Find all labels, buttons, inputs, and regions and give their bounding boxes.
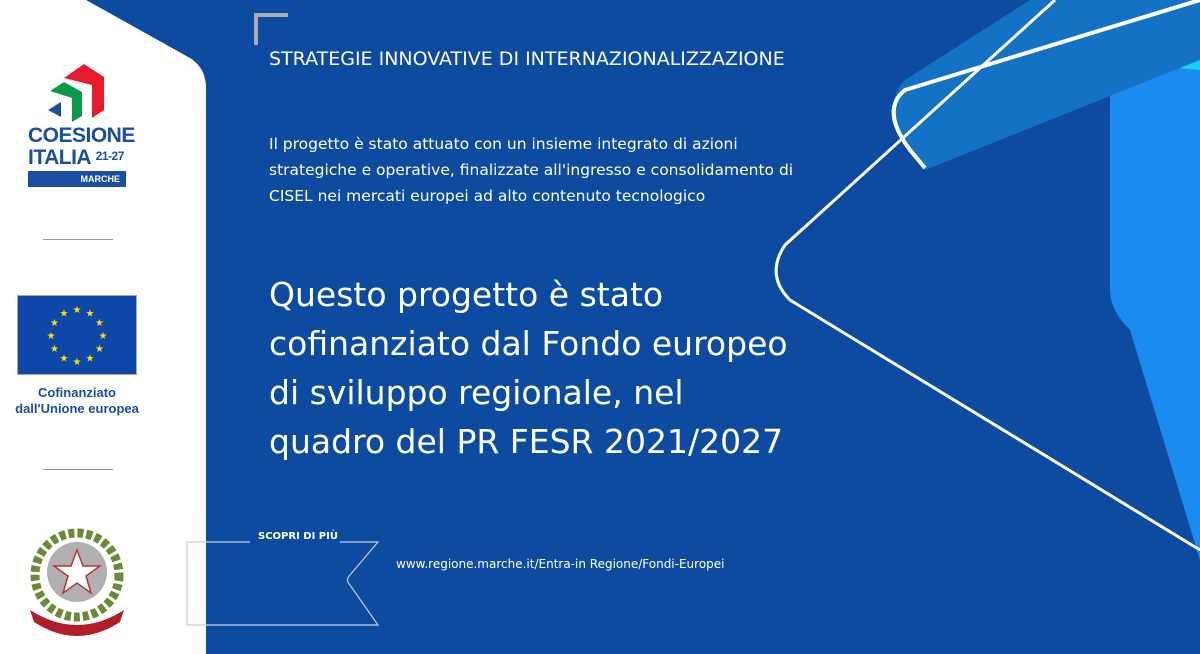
eu-star-icon: ★ bbox=[73, 305, 82, 316]
project-description: Il progetto è stato attuato con un insie… bbox=[269, 135, 794, 205]
eu-flag-icon: ★ ★ ★ ★ ★ ★ ★ ★ ★ ★ ★ ★ bbox=[17, 295, 137, 375]
accent-shape bbox=[1110, 0, 1200, 560]
eu-star-icon: ★ bbox=[50, 318, 59, 329]
eu-star-icon: ★ bbox=[50, 344, 59, 355]
eu-star-icon: ★ bbox=[95, 344, 104, 355]
page-title: STRATEGIE INNOVATIVE DI INTERNAZIONALIZZ… bbox=[269, 48, 785, 70]
accent-band bbox=[893, 0, 1200, 170]
coesione-italia-logo: COESIONE ITALIA 21-27 MARCHE bbox=[28, 60, 135, 187]
logo-line2: ITALIA 21-27 bbox=[28, 146, 124, 169]
region-link[interactable]: www.regione.marche.it/Entra-in Regione/F… bbox=[396, 557, 725, 571]
eu-star-icon: ★ bbox=[86, 354, 95, 365]
eu-star-icon: ★ bbox=[99, 331, 108, 342]
more-frame bbox=[186, 541, 380, 626]
eu-star-icon: ★ bbox=[60, 308, 69, 319]
eu-star-icon: ★ bbox=[86, 308, 95, 319]
eu-star-icon: ★ bbox=[73, 357, 82, 368]
eu-caption: Cofinanziato dall'Unione europea bbox=[15, 385, 139, 416]
eu-star-icon: ★ bbox=[95, 318, 104, 329]
title-bracket bbox=[254, 13, 288, 45]
divider bbox=[43, 469, 113, 470]
logo-line1: COESIONE bbox=[28, 124, 135, 147]
coesione-arrows-icon bbox=[48, 64, 104, 122]
logo-region: MARCHE bbox=[28, 171, 126, 187]
more-label: SCOPRI DI PIÙ bbox=[258, 531, 338, 542]
eu-star-icon: ★ bbox=[47, 331, 56, 342]
italian-emblem-icon bbox=[30, 528, 124, 636]
funding-statement: Questo progetto è stato cofinanziato dal… bbox=[269, 275, 788, 461]
divider bbox=[43, 239, 113, 240]
chevron-outline bbox=[774, 0, 1200, 552]
eu-star-icon: ★ bbox=[60, 354, 69, 365]
